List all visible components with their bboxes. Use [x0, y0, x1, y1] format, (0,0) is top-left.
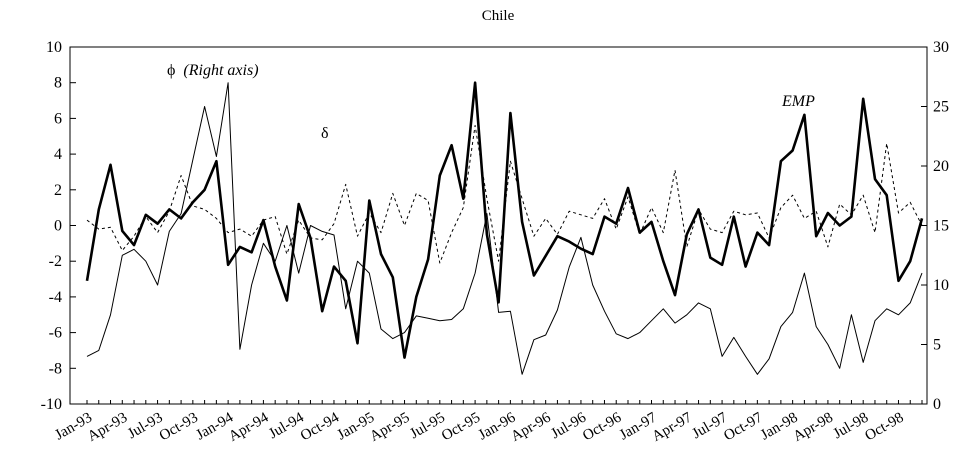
x-tick-label: Apr-95 [367, 410, 412, 445]
left-tick-label: -6 [49, 325, 62, 342]
phi-symbol: ϕ [167, 62, 175, 79]
x-tick-label: Oct-98 [862, 410, 906, 445]
right-tick-label: 25 [933, 99, 949, 116]
left-tick-label: -4 [49, 289, 62, 306]
x-axis: Jan-93Apr-93Jul-93Oct-93Jan-94Apr-94Jul-… [52, 400, 923, 445]
right-tick-label: 5 [933, 337, 941, 354]
left-tick-label: 8 [54, 75, 62, 92]
right-tick-label: 10 [933, 277, 949, 294]
left-tick-label: -10 [41, 396, 62, 413]
phi-axis-note: (Right axis) [183, 62, 258, 79]
x-tick-label: Oct-96 [580, 409, 625, 444]
left-axis: -10 -8 -6 -4 -2 0 2 4 6 8 10 [41, 39, 76, 413]
left-tick-label: 6 [54, 110, 62, 127]
right-tick-label: 15 [933, 218, 949, 235]
emp-annotation: EMP [781, 93, 815, 110]
chart-title: Chile [482, 8, 515, 24]
right-tick-label: 30 [933, 39, 949, 56]
left-tick-label: 10 [46, 39, 62, 56]
x-tick-label: Apr-97 [650, 409, 696, 445]
x-tick-label: Oct-93 [157, 410, 201, 445]
phi-annotation: ϕ (Right axis) [167, 62, 259, 79]
series-layer [85, 81, 924, 375]
series-line-emp [85, 81, 924, 359]
x-tick-label: Oct-94 [298, 409, 343, 444]
x-tick-label: Apr-98 [791, 410, 836, 445]
right-tick-label: 0 [933, 396, 941, 413]
left-tick-label: -2 [49, 253, 62, 270]
right-tick-label: 20 [933, 158, 949, 175]
series-line-phi [86, 82, 923, 375]
x-tick-label: Jul-93 [125, 410, 165, 443]
left-tick-label: 4 [54, 146, 62, 163]
annotations: ϕ (Right axis) δ EMP [167, 62, 815, 142]
x-tick-label: Apr-96 [508, 409, 554, 445]
right-axis: 0 5 10 15 20 25 30 [921, 39, 949, 413]
x-tick-label: Oct-97 [721, 409, 766, 444]
left-tick-label: -8 [49, 360, 62, 377]
x-tick-label: Apr-93 [85, 410, 130, 445]
delta-annotation: δ [321, 125, 329, 142]
left-tick-label: 0 [54, 218, 62, 235]
x-tick-label: Jul-95 [407, 410, 447, 443]
x-tick-label: Jul-98 [831, 410, 871, 443]
left-tick-label: 2 [54, 182, 62, 199]
x-tick-label: Oct-95 [439, 410, 483, 445]
x-tick-label: Apr-94 [226, 409, 272, 445]
